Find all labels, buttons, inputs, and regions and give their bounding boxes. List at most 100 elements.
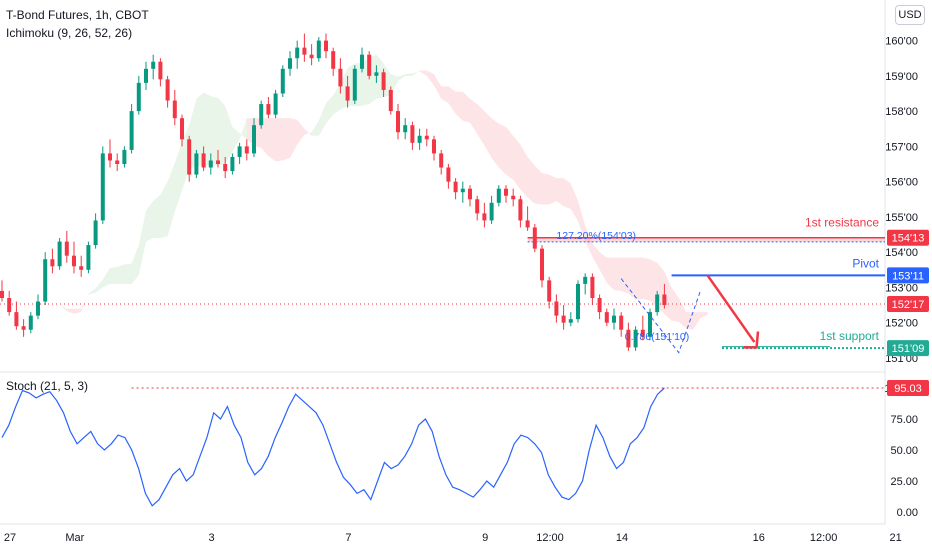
candle-body xyxy=(432,139,436,154)
cloud-segment xyxy=(448,86,456,114)
cloud-segment xyxy=(167,163,175,237)
candle-body xyxy=(100,153,105,221)
candle-body xyxy=(302,47,307,55)
cloud-segment xyxy=(628,257,636,300)
candle-body xyxy=(252,125,256,154)
cloud-segment xyxy=(318,103,326,136)
candle-body xyxy=(208,160,213,168)
cloud-segment xyxy=(563,178,571,209)
candle-body xyxy=(187,139,192,175)
cloud-segment xyxy=(585,225,593,257)
candle-body xyxy=(115,160,120,164)
annotations-layer: 127.20%(154'03) 0.786(151'10) 1st resistan… xyxy=(556,216,880,354)
candle-body xyxy=(662,294,667,306)
candle-body xyxy=(417,135,422,143)
candle-body xyxy=(288,58,292,69)
cloud-segment xyxy=(542,172,550,205)
candle-body xyxy=(223,164,228,172)
stoch-title[interactable]: Stoch (21, 5, 3) xyxy=(6,379,89,393)
candle-body xyxy=(273,93,278,115)
currency-button[interactable]: USD xyxy=(895,5,925,25)
cloud-segment xyxy=(534,165,542,205)
cloud-segment xyxy=(426,70,434,86)
candle-body xyxy=(259,104,264,126)
cloud-segment xyxy=(434,74,442,99)
candle-body xyxy=(504,188,508,196)
cloud-segment xyxy=(671,287,679,322)
cloud-segment xyxy=(196,92,204,166)
candle-body xyxy=(561,315,566,323)
cloud-segment xyxy=(333,83,341,115)
cloud-segment xyxy=(275,118,283,162)
candles-layer xyxy=(0,33,667,351)
candle-body xyxy=(489,202,494,221)
resistance-badge-label: 154'13 xyxy=(892,233,925,245)
candle-body xyxy=(590,276,595,298)
candle-body xyxy=(439,153,444,168)
time-tick-label: 27 xyxy=(4,532,16,544)
candle-body xyxy=(633,329,638,348)
cloud-segment xyxy=(635,257,643,300)
candle-body xyxy=(554,301,559,316)
candle-body xyxy=(540,248,544,281)
cloud-segment xyxy=(462,91,470,123)
candle-body xyxy=(165,79,170,101)
cloud-segment xyxy=(290,118,298,158)
time-tick-label: Mar xyxy=(65,532,84,544)
cloud-segment xyxy=(102,268,110,288)
candle-body xyxy=(331,51,336,69)
current-price-badge xyxy=(887,295,929,312)
support-badge-label: 151'09 xyxy=(892,343,925,355)
indicator-title[interactable]: Ichimoku (9, 26, 52, 26) xyxy=(6,26,133,40)
candle-body xyxy=(403,125,408,133)
resistance-label: 1st resistance xyxy=(805,216,879,230)
price-tick-label: 158'00 xyxy=(885,106,918,118)
candle-body xyxy=(295,47,300,59)
candle-body xyxy=(79,266,84,270)
cloud-segment xyxy=(700,312,708,319)
symbol-title[interactable]: T-Bond Futures, 1h, CBOT xyxy=(6,8,149,22)
cloud-segment xyxy=(599,252,607,284)
cloud-segment xyxy=(203,92,211,166)
cloud-segment xyxy=(225,105,233,164)
candle-body xyxy=(424,135,429,140)
candle-body xyxy=(612,315,616,323)
price-tick-label: 152'00 xyxy=(885,318,918,330)
candle-body xyxy=(57,241,62,267)
cloud-segment xyxy=(549,174,557,205)
candle-body xyxy=(122,149,127,164)
candle-body xyxy=(28,315,33,330)
candle-body xyxy=(648,312,652,337)
fib-127-label: 127.20%(154'03) xyxy=(556,230,636,242)
candle-body xyxy=(604,312,609,323)
candle-body xyxy=(36,301,40,316)
candle-body xyxy=(511,195,516,200)
support-badge xyxy=(887,340,929,357)
time-tick-label: 16 xyxy=(753,532,765,544)
stoch-tick-label: 0.00 xyxy=(897,507,918,519)
cloud-segment xyxy=(412,70,420,76)
time-tick-label: 14 xyxy=(616,532,628,544)
cloud-segment xyxy=(578,201,586,242)
candle-body xyxy=(129,111,134,150)
price-tick-label: 154'00 xyxy=(885,247,918,259)
cloud-segment xyxy=(664,271,672,321)
cloud-segment xyxy=(570,183,578,222)
candle-body xyxy=(7,298,12,313)
fib-swing-dashed xyxy=(620,278,701,354)
time-tick-label: 12:00 xyxy=(536,532,564,544)
candle-body xyxy=(655,294,660,313)
candle-body xyxy=(108,153,112,161)
candle-body xyxy=(151,61,156,69)
candle-body xyxy=(86,245,91,270)
cloud-segment xyxy=(455,91,463,121)
cloud-segment xyxy=(326,95,334,124)
cloud-segment xyxy=(88,288,96,295)
time-tick-label: 21 xyxy=(889,532,901,544)
price-tick-label: 155'00 xyxy=(885,212,918,224)
current-price-badge-label: 152'17 xyxy=(892,299,925,311)
candle-body xyxy=(158,61,163,80)
candle-body xyxy=(0,290,4,298)
candle-body xyxy=(194,153,199,175)
